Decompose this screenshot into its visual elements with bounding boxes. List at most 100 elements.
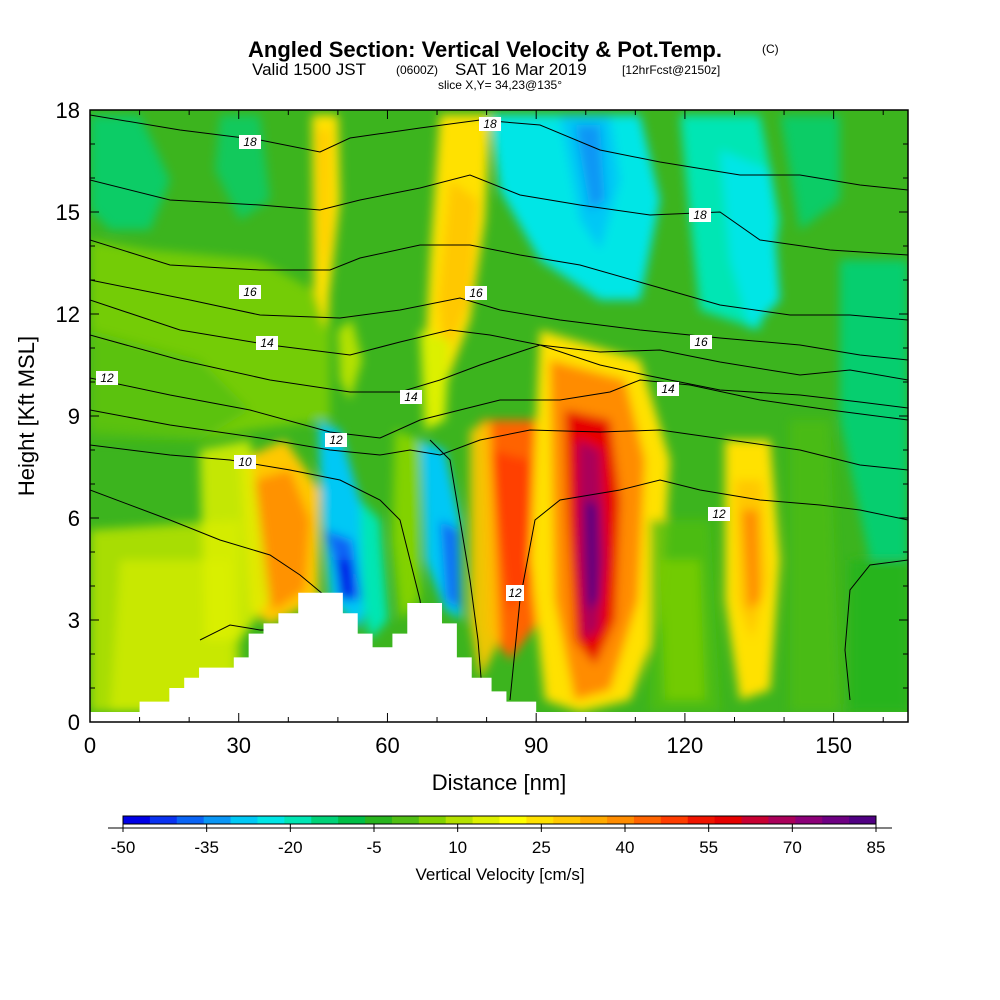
- colorbar-swatch: [660, 816, 689, 824]
- valid-prefix: Valid 1500 JST: [252, 60, 366, 79]
- colorbar-swatch: [311, 816, 339, 824]
- colorbar-tick-label: 70: [783, 838, 802, 857]
- theta-contour: [429, 439, 483, 691]
- colorbar-swatch: [526, 816, 554, 824]
- colorbar-swatch: [445, 816, 474, 824]
- svg-text:14: 14: [404, 390, 418, 404]
- svg-text:12: 12: [712, 507, 726, 521]
- colorbar-frame: [122, 815, 877, 825]
- chart-subtitle: Valid 1500 JST (0600Z) SAT 16 Mar 2019 […: [252, 60, 720, 79]
- colorbar-tick-label: -35: [194, 838, 219, 857]
- theta-contour: [90, 409, 908, 471]
- theta-contour: [90, 114, 908, 191]
- theta-contour: [90, 377, 908, 439]
- colorbar-label: Vertical Velocity [cm/s]: [415, 865, 584, 884]
- theta-contour: [509, 479, 908, 701]
- contour-label: 18: [239, 135, 261, 149]
- colorbar-tick-label: -20: [278, 838, 303, 857]
- contour-label: 12: [325, 433, 347, 447]
- theta-contour: [90, 279, 908, 361]
- colorbar-swatch: [391, 816, 420, 824]
- colorbar-swatch: [284, 816, 312, 824]
- contour-label: 18: [689, 208, 711, 222]
- vertical-velocity-field: [90, 115, 908, 712]
- y-tick-label: 3: [68, 608, 80, 633]
- terrain-profile: [139, 592, 537, 722]
- chart-title: Angled Section: Vertical Velocity & Pot.…: [248, 37, 722, 62]
- svg-text:10: 10: [238, 455, 252, 469]
- y-tick-label: 18: [56, 98, 80, 123]
- svg-text:12: 12: [100, 371, 114, 385]
- valid-date: SAT 16 Mar 2019: [455, 60, 587, 79]
- contour-label: 12: [708, 507, 730, 521]
- theta-contour: [90, 239, 908, 321]
- x-tick-label: 0: [84, 733, 96, 758]
- theta-contour: [90, 334, 908, 409]
- forecast-label: [12hrFcst@2150z]: [622, 63, 720, 77]
- colorbar-swatch: [714, 816, 743, 824]
- svg-text:18: 18: [243, 135, 257, 149]
- colorbar-tick-label: 25: [532, 838, 551, 857]
- y-tick-label: 15: [56, 200, 80, 225]
- contour-label: 12: [96, 371, 118, 385]
- colorbar-swatch: [580, 816, 608, 824]
- colorbar-tick-label: 55: [699, 838, 718, 857]
- y-tick-label: 0: [68, 710, 80, 735]
- colorbar-swatch: [499, 816, 527, 824]
- colorbar-swatch: [607, 816, 635, 824]
- y-tick-label: 9: [68, 404, 80, 429]
- colorbar-swatch: [741, 816, 769, 824]
- svg-text:12: 12: [329, 433, 343, 447]
- contour-label: 14: [256, 336, 278, 350]
- colorbar-swatch: [123, 816, 151, 824]
- x-axis-label: Distance [nm]: [432, 770, 567, 795]
- colorbar-tick-label: 85: [867, 838, 886, 857]
- plot-area: 18 18 18 16 16 16 14 14 14 12 12 12 12 1…: [90, 110, 908, 722]
- colorbar-tick-label: -50: [111, 838, 136, 857]
- svg-text:16: 16: [694, 335, 708, 349]
- colorbar-swatch: [849, 816, 877, 824]
- colorbar-swatch: [795, 816, 823, 824]
- contour-label: 14: [657, 382, 679, 396]
- svg-text:16: 16: [469, 286, 483, 300]
- contour-label: 18: [479, 117, 501, 131]
- x-axis: 0 30 60 90 120 150: [84, 110, 884, 758]
- colorbar-swatch: [203, 816, 232, 824]
- svg-text:14: 14: [661, 382, 675, 396]
- contour-label: 14: [400, 390, 422, 404]
- potential-temperature-contours: [90, 114, 908, 701]
- colorbar-swatch: [365, 816, 393, 824]
- theta-contour: [90, 174, 908, 256]
- x-tick-label: 90: [524, 733, 548, 758]
- svg-text:18: 18: [483, 117, 497, 131]
- svg-text:12: 12: [508, 586, 522, 600]
- colorbar-swatch: [418, 816, 447, 824]
- svg-text:16: 16: [243, 285, 257, 299]
- contour-labels: 18 18 18 16 16 16 14 14 14 12 12 12 12 1…: [96, 117, 730, 601]
- colorbar-swatch: [687, 816, 716, 824]
- svg-text:18: 18: [693, 208, 707, 222]
- x-tick-label: 150: [815, 733, 852, 758]
- ground-strip: [90, 712, 908, 722]
- colorbar-tick-label: 40: [616, 838, 635, 857]
- colorbar-swatch: [822, 816, 850, 824]
- colorbar: -50 -35 -20 -5 10 25 40 55 70 85: [108, 815, 892, 857]
- x-tick-label: 120: [667, 733, 704, 758]
- y-axis: 0 3 6 9 12 15 18: [56, 98, 908, 735]
- contour-label: 16: [465, 286, 487, 300]
- colorbar-swatch: [338, 816, 366, 824]
- theta-contour: [844, 559, 908, 701]
- x-tick-label: 60: [375, 733, 399, 758]
- theta-contour: [90, 444, 426, 641]
- colorbar-swatch: [149, 816, 178, 824]
- contour-label: 10: [234, 455, 256, 469]
- colorbar-swatch: [768, 816, 796, 824]
- theta-contour: [90, 299, 908, 381]
- colorbar-tick-label: -5: [366, 838, 381, 857]
- y-tick-label: 12: [56, 302, 80, 327]
- colorbar-swatch: [553, 816, 581, 824]
- contour-label: 12: [506, 585, 524, 601]
- slice-label: slice X,Y= 34,23@135°: [438, 78, 562, 92]
- valid-utc: (0600Z): [396, 63, 438, 77]
